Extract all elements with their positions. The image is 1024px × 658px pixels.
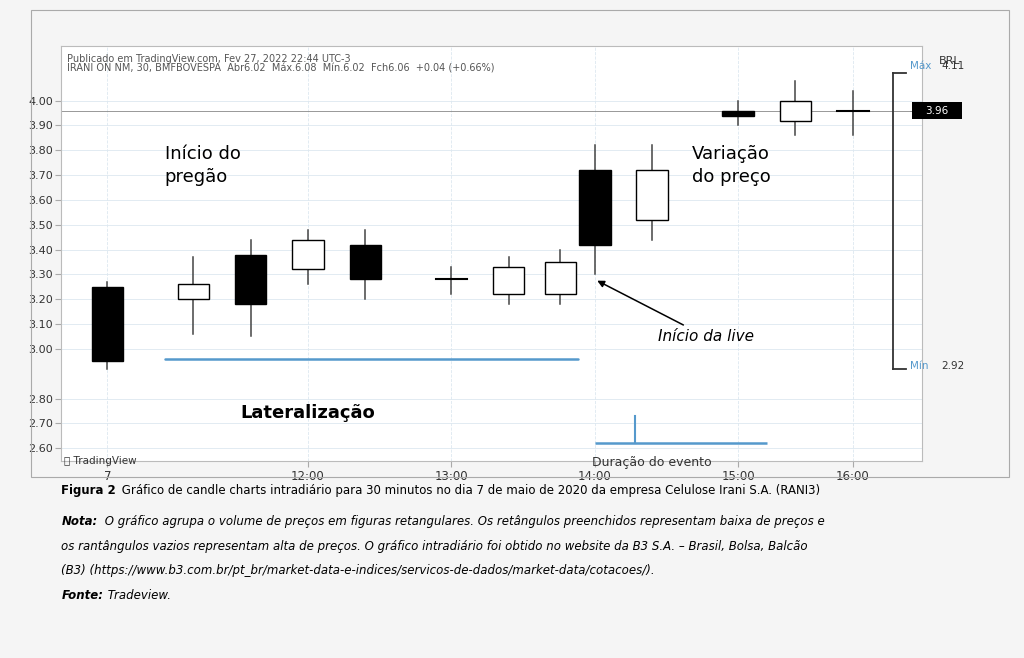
Text: 4.11: 4.11 xyxy=(941,61,965,71)
Bar xyxy=(91,287,123,361)
Text: 2.92: 2.92 xyxy=(941,361,965,371)
Text: Mín: Mín xyxy=(910,361,929,371)
Bar xyxy=(579,170,610,245)
Text: Gráfico de candle charts intradiário para 30 minutos no dia 7 de maio de 2020 da: Gráfico de candle charts intradiário par… xyxy=(118,484,820,497)
Bar xyxy=(493,267,524,294)
Text: 3.96: 3.96 xyxy=(926,105,948,116)
Bar xyxy=(292,240,324,270)
Text: Tradeview.: Tradeview. xyxy=(104,589,171,602)
Bar xyxy=(722,111,754,116)
Text: (B3) (https://www.b3.com.br/pt_br/market-data-e-indices/servicos-de-dados/market: (B3) (https://www.b3.com.br/pt_br/market… xyxy=(61,564,655,577)
Bar xyxy=(349,245,381,280)
Text: Início do
pregão: Início do pregão xyxy=(165,145,241,186)
Bar xyxy=(177,284,209,299)
Text: Início da live: Início da live xyxy=(599,282,754,344)
Bar xyxy=(636,170,668,220)
Text: 🔲 TradingView: 🔲 TradingView xyxy=(65,455,137,466)
Text: Variação
do preço: Variação do preço xyxy=(692,145,771,186)
Text: IRANI ON NM, 30, BMFBOVESPA  Abr6.02  Máx.6.08  Mín.6.02  Fch6.06  +0.04 (+0.66%: IRANI ON NM, 30, BMFBOVESPA Abr6.02 Máx.… xyxy=(68,63,495,74)
Text: Lateralização: Lateralização xyxy=(241,403,376,422)
Text: Máx: Máx xyxy=(910,61,932,71)
FancyBboxPatch shape xyxy=(912,102,963,119)
Bar xyxy=(779,101,811,120)
Bar xyxy=(234,255,266,304)
Text: Publicado em TradingView.com, Fev 27, 2022 22:44 UTC-3: Publicado em TradingView.com, Fev 27, 20… xyxy=(68,53,351,64)
Text: Nota:: Nota: xyxy=(61,515,97,528)
Text: Fonte:: Fonte: xyxy=(61,589,103,602)
Text: Figura 2: Figura 2 xyxy=(61,484,116,497)
Bar xyxy=(545,262,577,294)
Text: os rantângulos vazios representam alta de preços. O gráfico intradiário foi obti: os rantângulos vazios representam alta d… xyxy=(61,540,808,553)
Text: BRL: BRL xyxy=(939,56,961,66)
Text: Duração do evento: Duração do evento xyxy=(592,455,712,468)
Text: O gráfico agrupa o volume de preços em figuras retangulares. Os retângulos preen: O gráfico agrupa o volume de preços em f… xyxy=(101,515,825,528)
